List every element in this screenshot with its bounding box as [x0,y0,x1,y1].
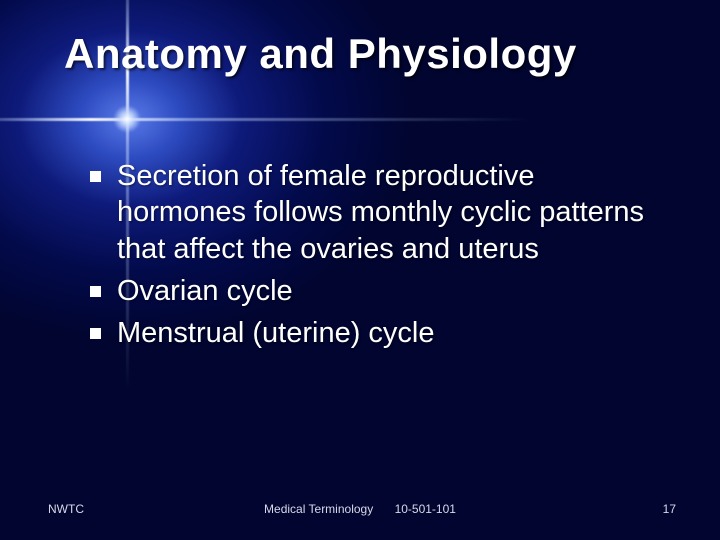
slide-footer: NWTC Medical Terminology 10-501-101 17 [0,502,720,522]
lens-flare-core [113,105,141,133]
list-item: Secretion of female reproductive hormone… [90,158,660,267]
slide-body: Secretion of female reproductive hormone… [90,158,660,357]
bullet-square-icon [90,328,101,339]
footer-page-number: 17 [663,502,676,516]
bullet-text: Menstrual (uterine) cycle [117,315,435,351]
bullet-text: Secretion of female reproductive hormone… [117,158,660,267]
slide: Anatomy and Physiology Secretion of fema… [0,0,720,540]
bullet-square-icon [90,171,101,182]
footer-course: Medical Terminology [264,502,373,516]
list-item: Menstrual (uterine) cycle [90,315,660,351]
footer-center: Medical Terminology 10-501-101 [0,502,720,516]
bullet-square-icon [90,286,101,297]
list-item: Ovarian cycle [90,273,660,309]
slide-title: Anatomy and Physiology [64,30,680,78]
bullet-text: Ovarian cycle [117,273,293,309]
lens-flare-horizontal [0,118,720,121]
footer-code: 10-501-101 [395,502,456,516]
